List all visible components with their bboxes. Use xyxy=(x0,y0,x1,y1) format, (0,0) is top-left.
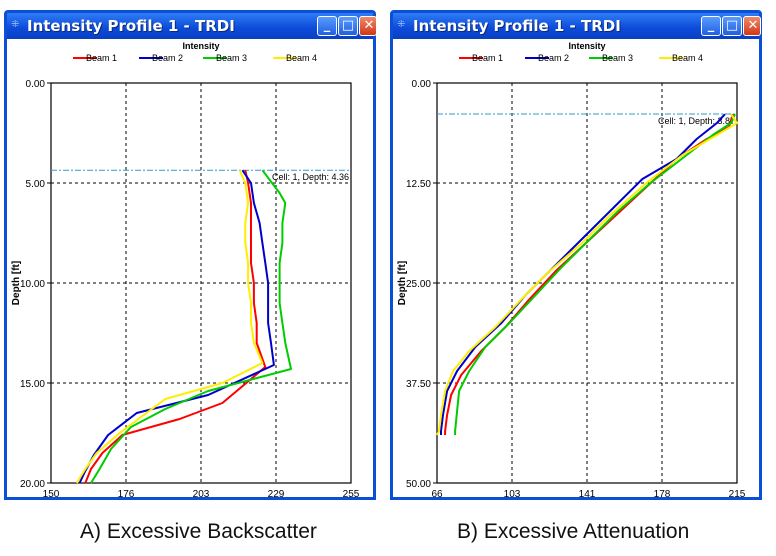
x-tick-label: 150 xyxy=(43,489,60,497)
legend-label: Beam 4 xyxy=(672,53,703,63)
y-tick-label: 0.00 xyxy=(26,79,46,90)
series-line-beam-3 xyxy=(454,113,736,435)
x-tick-label: 229 xyxy=(268,489,285,497)
legend-label: Beam 1 xyxy=(86,53,117,63)
series-line-beam-4 xyxy=(436,113,738,436)
intensity-profile-window-b: ⁜ Intensity Profile 1 - TRDI _ □ ✕ 66 103… xyxy=(390,10,762,500)
y-tick-label: 25.00 xyxy=(406,279,431,290)
y-axis-label: Depth [ft] xyxy=(11,261,22,305)
minimize-icon: _ xyxy=(707,18,715,33)
app-icon: ⁜ xyxy=(397,19,406,30)
maximize-button[interactable]: □ xyxy=(338,16,358,36)
series-line-beam-1 xyxy=(444,113,734,435)
maximize-icon: □ xyxy=(341,18,355,33)
caption-b: B) Excessive Attenuation xyxy=(457,520,690,543)
window-title: Intensity Profile 1 - TRDI xyxy=(27,17,235,35)
legend-label: Beam 3 xyxy=(602,53,633,63)
chart-title: Intensity xyxy=(568,41,605,51)
y-tick-label: 50.00 xyxy=(406,479,431,490)
x-tick-label: 176 xyxy=(118,489,135,497)
chart-title: Intensity xyxy=(182,41,219,51)
x-tick-label: 255 xyxy=(343,489,360,497)
window-title: Intensity Profile 1 - TRDI xyxy=(413,17,621,35)
x-tick-label: 66 xyxy=(431,489,443,497)
close-button[interactable]: ✕ xyxy=(359,16,377,36)
app-icon: ⁜ xyxy=(11,19,20,30)
title-bar[interactable]: ⁜ Intensity Profile 1 - TRDI _ □ ✕ xyxy=(393,13,761,39)
y-tick-label: 12.50 xyxy=(406,179,431,190)
x-tick-label: 103 xyxy=(504,489,521,497)
cell-depth-label: Cell: 1, Depth: 4.36 xyxy=(272,172,349,182)
intensity-profile-window-a: ⁜ Intensity Profile 1 - TRDI _ □ ✕ 150 17… xyxy=(4,10,377,500)
y-tick-label: 20.00 xyxy=(20,479,45,490)
y-tick-label: 0.00 xyxy=(412,79,432,90)
legend-label: Beam 3 xyxy=(216,53,247,63)
maximize-icon: □ xyxy=(725,18,739,33)
x-tick-label: 178 xyxy=(654,489,671,497)
legend-label: Beam 4 xyxy=(286,53,317,63)
close-icon: ✕ xyxy=(747,18,759,33)
legend-label: Beam 2 xyxy=(152,53,183,63)
legend-label: Beam 1 xyxy=(472,53,503,63)
y-tick-label: 15.00 xyxy=(20,379,45,390)
minimize-button[interactable]: _ xyxy=(317,16,337,36)
intensity-chart-b: 66 103 141 178 215 0.00 12.50 25.00 37.50 50.00 In… xyxy=(397,41,746,497)
y-tick-label: 37.50 xyxy=(406,379,431,390)
series-line-beam-3 xyxy=(90,169,292,484)
x-tick-label: 203 xyxy=(193,489,210,497)
series-line-beam-1 xyxy=(84,169,267,484)
y-axis-label: Depth [ft] xyxy=(397,261,408,305)
y-tick-label: 10.00 xyxy=(20,279,45,290)
cell-depth-label: Cell: 1, Depth: 3.87 xyxy=(658,116,735,126)
minimize-button[interactable]: _ xyxy=(701,16,721,36)
legend-label: Beam 2 xyxy=(538,53,569,63)
caption-a: A) Excessive Backscatter xyxy=(80,520,317,543)
maximize-button[interactable]: □ xyxy=(722,16,742,36)
x-tick-label: 141 xyxy=(579,489,596,497)
series-line-beam-4 xyxy=(75,169,264,484)
close-button[interactable]: ✕ xyxy=(743,16,761,36)
minimize-icon: _ xyxy=(323,18,331,33)
y-tick-label: 5.00 xyxy=(26,179,46,190)
series-line-beam-2 xyxy=(78,169,275,484)
intensity-chart-a: 150 176 203 229 255 0.00 5.00 10.00 15.00 20.00 In… xyxy=(11,41,360,497)
series-line-beam-2 xyxy=(440,113,726,435)
x-tick-label: 215 xyxy=(729,489,746,497)
title-bar[interactable]: ⁜ Intensity Profile 1 - TRDI _ □ ✕ xyxy=(7,13,377,39)
close-icon: ✕ xyxy=(363,18,375,33)
